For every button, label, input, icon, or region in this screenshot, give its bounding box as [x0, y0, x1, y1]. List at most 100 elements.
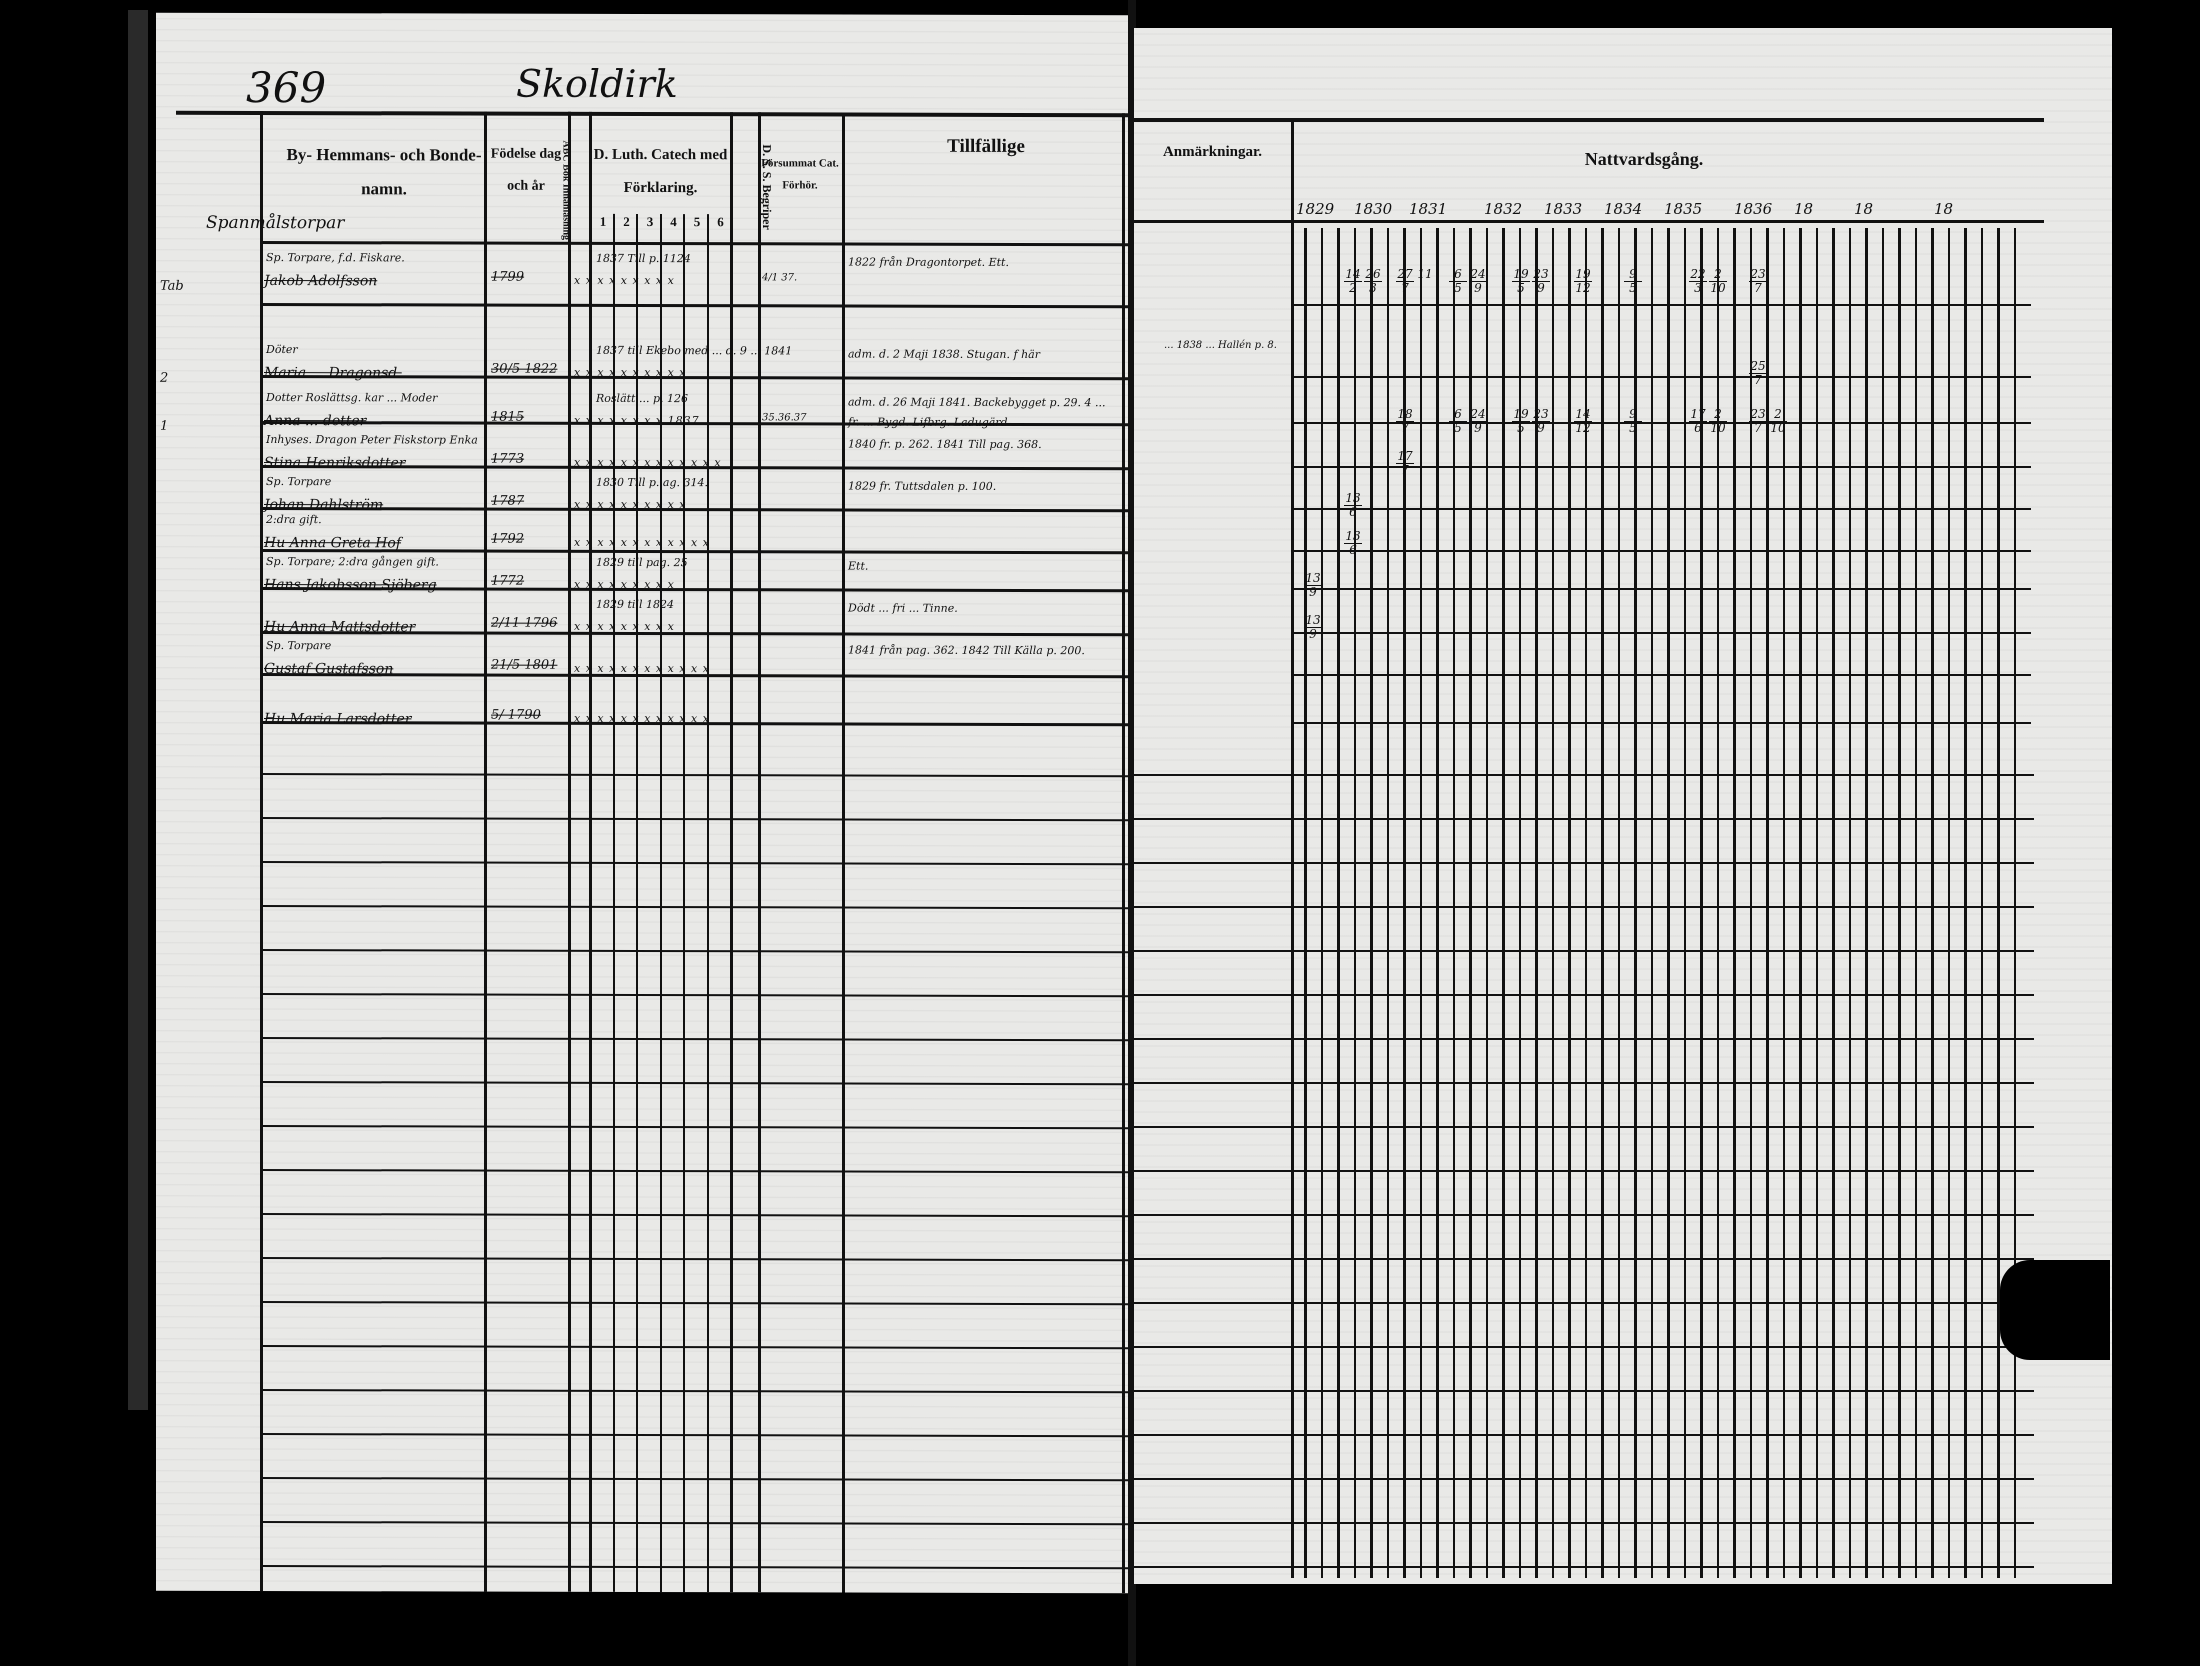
entry-tillfallige: 1822 från Dragontorpet. Ett.	[848, 255, 1009, 269]
entry-name: Maria ... Dragonsd.	[264, 365, 402, 382]
row-rule	[260, 816, 1130, 822]
place-heading: Skoldirk	[516, 61, 678, 107]
entry-name: Hu Maria Larsdotter	[264, 711, 412, 728]
year-label: 18	[1934, 200, 1954, 218]
column-rule	[1815, 228, 1818, 1578]
entry-forsummat: 35.36.37	[762, 412, 807, 424]
column-rule	[1502, 228, 1505, 1578]
entry-birth: 1799	[491, 269, 525, 285]
column-rule	[1749, 228, 1752, 1578]
column-rule	[730, 112, 733, 1593]
entry-name: Anna ... dotter	[264, 413, 367, 430]
entry-birth: 1787	[491, 493, 525, 509]
entry-catech: 1837 Till p. 1124	[596, 251, 691, 266]
entry-birth: 1815	[491, 409, 525, 425]
entry-tillfallige: adm. d. 26 Maji 1841. Backebygget p. 29.…	[848, 395, 1106, 429]
entry-line1: Sp. Torpare	[266, 639, 332, 653]
column-rule	[1997, 228, 2000, 1578]
entry-birth: 1773	[491, 451, 525, 467]
communion-date-part: 23	[1750, 407, 1766, 421]
row-rule	[260, 506, 1130, 513]
entry-line1: Sp. Torpare, f.d. Fiskare.	[266, 251, 405, 265]
column-rule	[1370, 228, 1373, 1578]
column-rule	[1291, 118, 1294, 1578]
catech-number: 6	[717, 214, 724, 230]
column-rule	[1832, 228, 1835, 1578]
row-rule	[1291, 632, 2031, 634]
communion-date-part: 9	[1532, 421, 1550, 435]
entry-name: Gustaf Gustafsson	[264, 661, 394, 678]
column-rule	[1320, 228, 1323, 1578]
row-rule	[1134, 1390, 2034, 1392]
row-rule	[260, 1564, 1130, 1570]
communion-date-part: 7	[1396, 463, 1414, 477]
column-rule	[1865, 228, 1868, 1578]
entry-birth: 2/11 1796	[491, 615, 558, 631]
margin-number: 2	[160, 370, 169, 386]
communion-date-part: 5	[1624, 281, 1642, 295]
entry-forsummat: 4/1 37.	[762, 272, 798, 284]
row-rule	[1134, 1038, 2034, 1040]
communion-date-part: 7	[1396, 281, 1414, 295]
row-rule	[260, 992, 1130, 998]
entry-tillfallige: adm. d. 2 Maji 1838. Stugan. f här	[848, 347, 1040, 362]
communion-date-part: 9	[1532, 281, 1550, 295]
communion-date-part: 27	[1397, 267, 1413, 281]
year-label: 1836	[1734, 200, 1773, 218]
column-rule	[1667, 228, 1670, 1578]
row-rule	[260, 1300, 1130, 1306]
column-rule	[1353, 228, 1356, 1578]
row-rule	[260, 904, 1130, 910]
communion-date: 24 9	[1469, 267, 1487, 295]
column-rule	[1650, 228, 1653, 1578]
entry-marks: x x x x x x x x x	[574, 577, 675, 592]
column-rule	[1947, 228, 1950, 1578]
row-rule	[260, 1124, 1130, 1130]
communion-date-part: 5	[1449, 281, 1467, 295]
column-rule	[1584, 228, 1587, 1578]
communion-date-part: 19	[1513, 407, 1529, 421]
header-nattvardsgang: Nattvardsgång.	[1584, 149, 1704, 169]
entry-marks: x x x x x x x x x	[574, 619, 675, 634]
entry-marks: x x x x x x x x 1837	[574, 413, 700, 428]
communion-date-part: 2	[1344, 281, 1362, 295]
communion-date-part: 6	[1344, 505, 1362, 519]
entry-tillfallige: Ett.	[848, 559, 869, 573]
entry-line1: Sp. Torpare; 2:dra gången gift.	[266, 555, 439, 569]
row-rule	[1291, 304, 2031, 306]
row-rule	[260, 1168, 1130, 1174]
row-rule	[1134, 950, 2034, 952]
year-label: 1831	[1409, 200, 1448, 218]
row-rule	[260, 1080, 1130, 1086]
entry-tillfallige	[848, 515, 1118, 516]
communion-date-part: 3	[1364, 281, 1382, 295]
book-spine	[1128, 0, 1136, 1666]
communion-date: 27 7	[1396, 267, 1414, 295]
communion-date: 26 3	[1364, 267, 1382, 295]
margin-number: 1	[160, 418, 169, 434]
column-rule	[758, 112, 761, 1593]
entry-tillfallige: 1829 fr. Tuttsdalen p. 100.	[848, 479, 997, 493]
row-rule	[260, 1212, 1130, 1218]
entry-catech: 1829 till 1824	[596, 597, 674, 612]
row-rule	[1291, 722, 2031, 724]
column-rule	[1617, 228, 1620, 1578]
row-rule	[1134, 1126, 2034, 1128]
entry-birth: 1772	[491, 573, 525, 589]
year-label: 18	[1794, 200, 1814, 218]
communion-date-part: 13	[1305, 571, 1321, 585]
entry-line1: Dotter Roslättsg. kar ... Moder	[266, 391, 438, 405]
year-label: 1829	[1296, 200, 1335, 218]
entry-catech: Roslätt ... p. 126	[596, 391, 688, 406]
entry-birth: 5/ 1790	[491, 707, 541, 723]
header-tillfallige: Tillfällige	[947, 135, 1025, 157]
row-rule	[1134, 1082, 2034, 1084]
column-rule	[1535, 228, 1538, 1578]
column-rule	[1716, 228, 1719, 1578]
communion-date-part: 7	[1749, 281, 1767, 295]
communion-date-part: 2	[1774, 407, 1782, 421]
column-rule	[260, 110, 263, 1592]
remark-text: ... 1838 ... Hallén p. 8.	[1164, 340, 1277, 351]
entry-tillfallige: 1841 från pag. 362. 1842 Till Källa p. 2…	[848, 643, 1085, 658]
column-rule	[1700, 228, 1703, 1578]
